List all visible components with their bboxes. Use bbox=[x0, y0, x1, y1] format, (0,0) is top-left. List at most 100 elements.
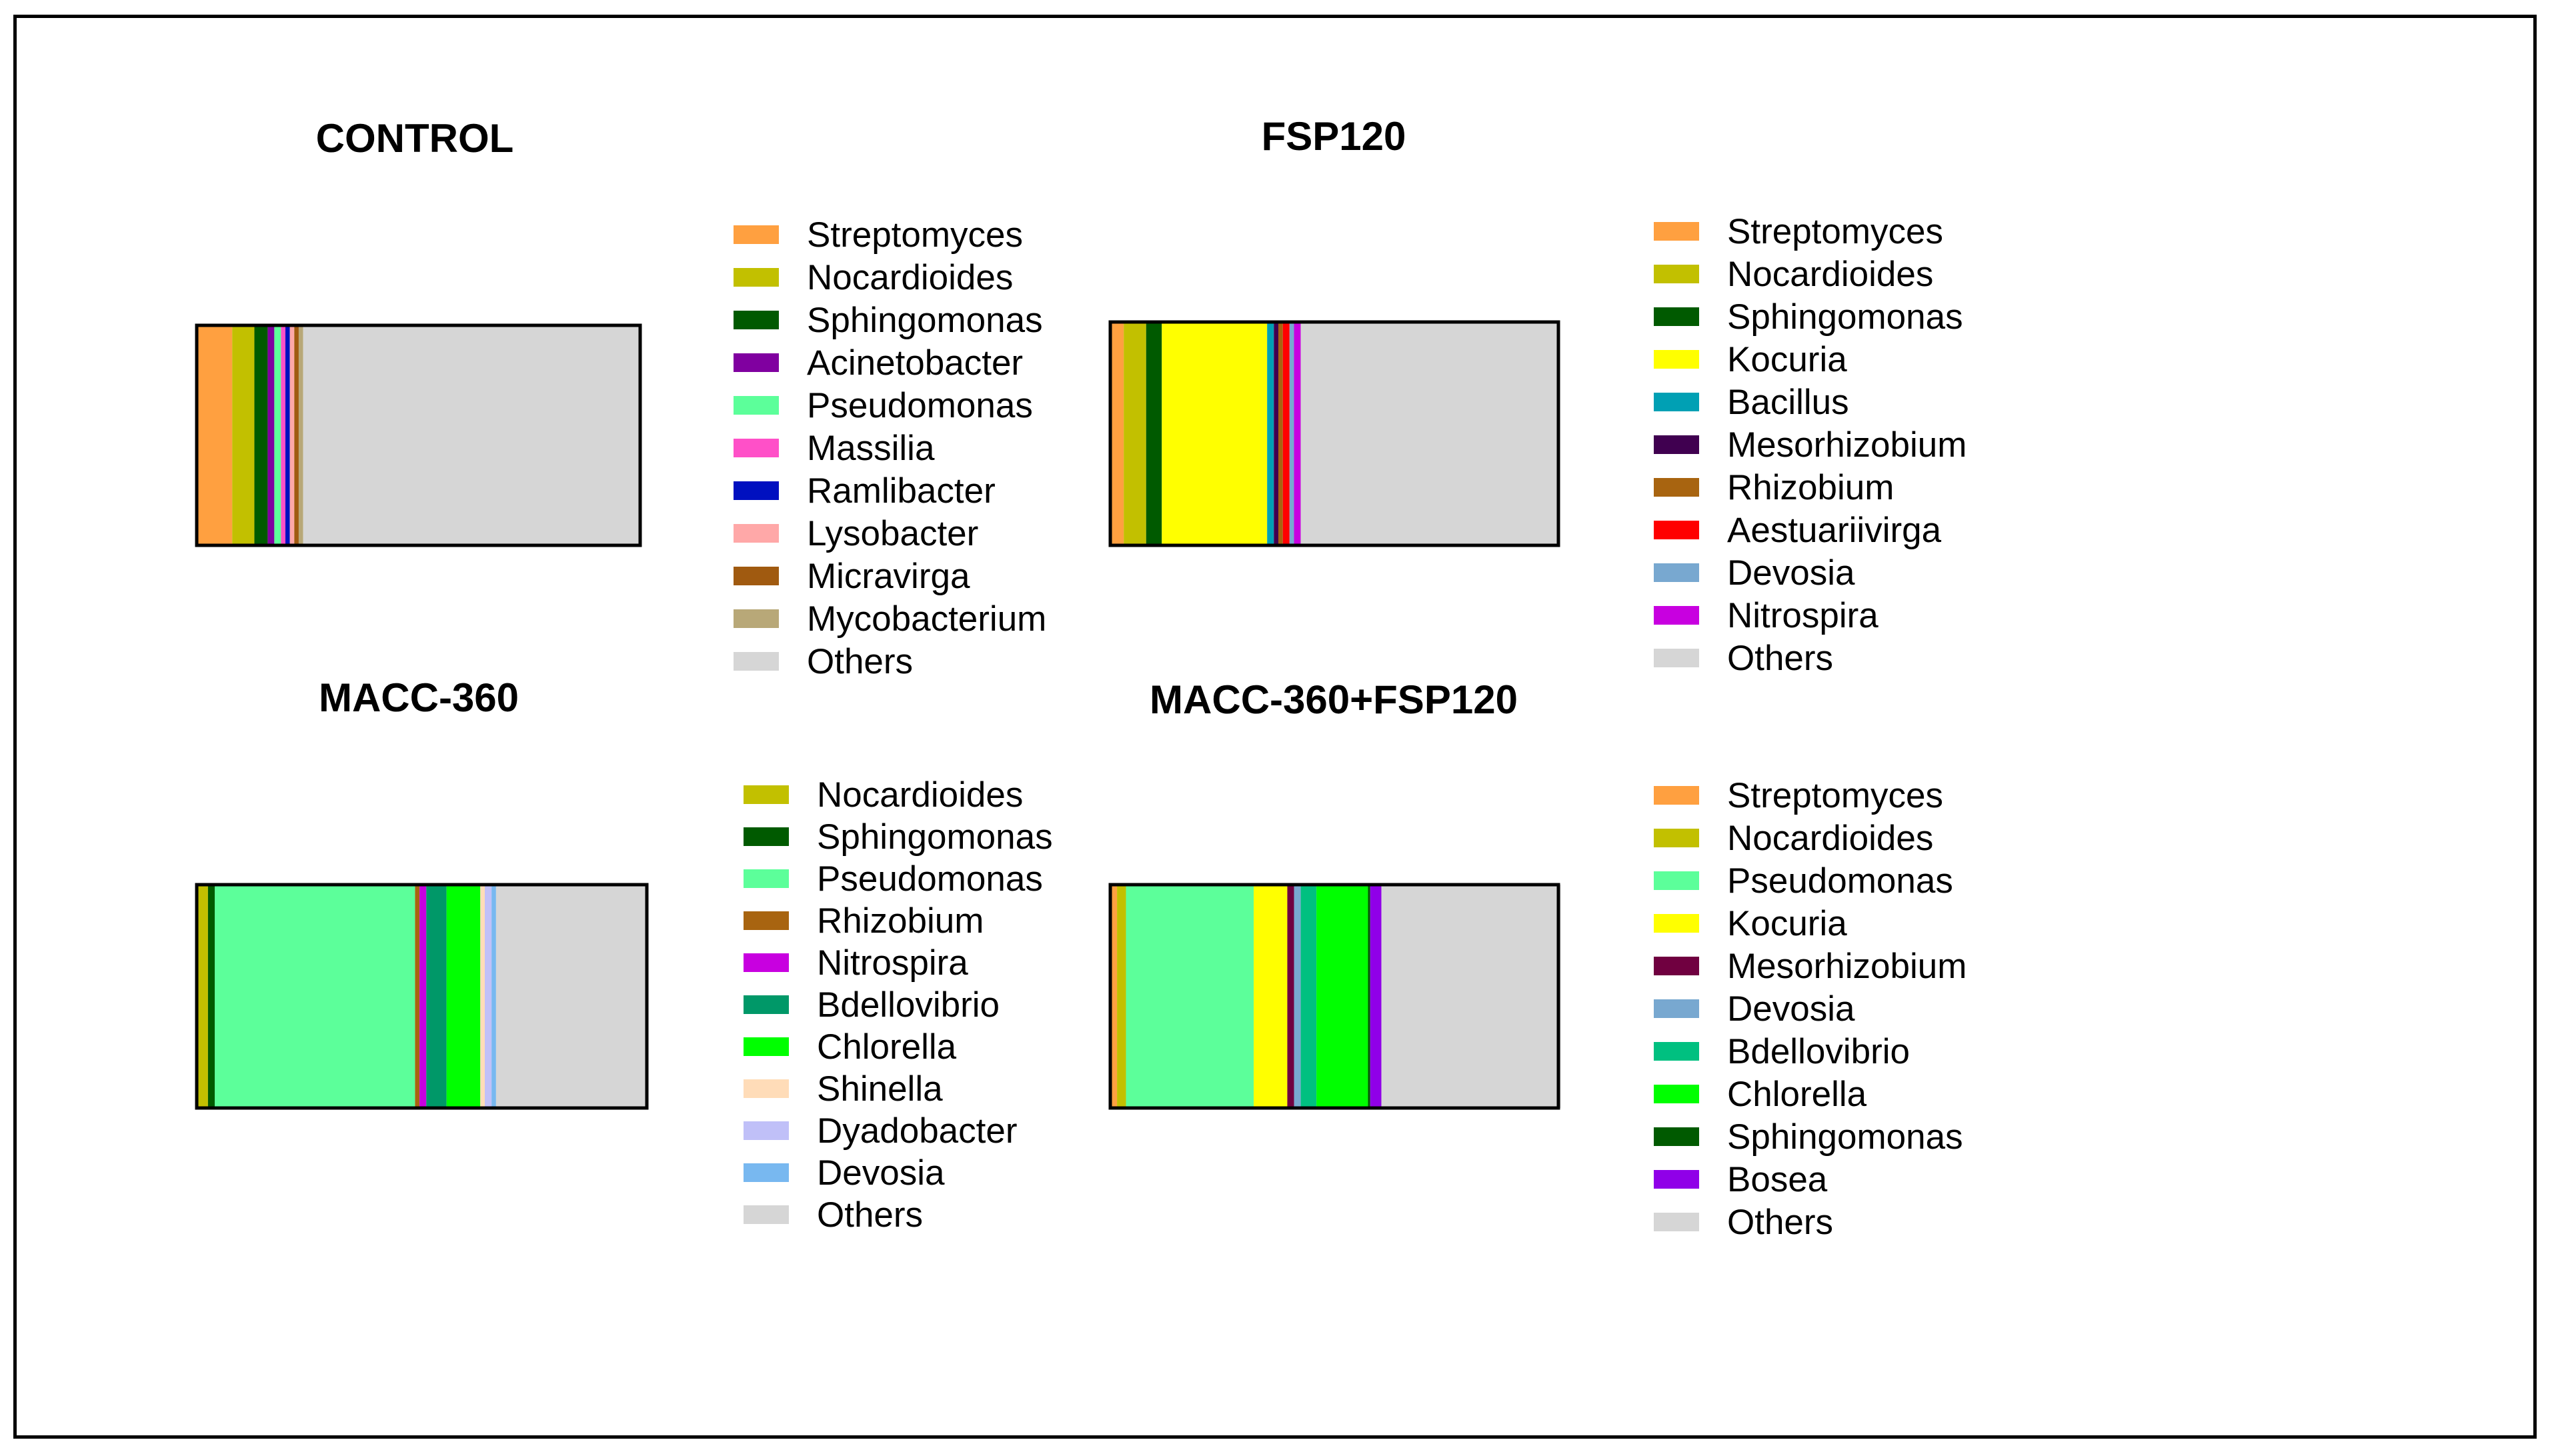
legend-label-macc-360-nitrospira: Nitrospira bbox=[817, 943, 968, 983]
legend-swatch-fsp120-mesorhizobium bbox=[1654, 435, 1699, 454]
legend-swatch-control-sphingomonas bbox=[734, 311, 779, 329]
legend-label-macc-360-others: Others bbox=[817, 1195, 923, 1235]
bar-segment-macc-360-devosia bbox=[491, 885, 496, 1108]
legend-label-macc-360-fsp120-others: Others bbox=[1727, 1203, 1833, 1242]
legend-label-macc-360-devosia: Devosia bbox=[817, 1153, 945, 1193]
bar-segment-macc-360-fsp120-devosia bbox=[1294, 885, 1301, 1108]
legend-label-macc-360-fsp120-nocardioides: Nocardioides bbox=[1727, 819, 1933, 858]
legend-label-macc-360-chlorella: Chlorella bbox=[817, 1027, 957, 1067]
legend-label-fsp120-devosia: Devosia bbox=[1727, 553, 1855, 593]
legend-swatch-macc-360-fsp120-others bbox=[1654, 1213, 1699, 1231]
legend-swatch-fsp120-others bbox=[1654, 649, 1699, 667]
legend-swatch-fsp120-kocuria bbox=[1654, 350, 1699, 369]
legend-label-macc-360-fsp120-mesorhizobium: Mesorhizobium bbox=[1727, 947, 1967, 986]
legend-label-control-lysobacter: Lysobacter bbox=[807, 514, 978, 553]
legend-swatch-macc-360-fsp120-chlorella bbox=[1654, 1085, 1699, 1103]
legend-swatch-control-micravirga bbox=[734, 567, 779, 585]
legend-swatch-macc-360-nitrospira bbox=[744, 953, 789, 972]
legend-label-control-mycobacterium: Mycobacterium bbox=[807, 599, 1046, 639]
legend-label-fsp120-mesorhizobium: Mesorhizobium bbox=[1727, 425, 1967, 465]
bar-segment-macc-360-fsp120-kocuria bbox=[1254, 885, 1288, 1108]
legend-swatch-macc-360-fsp120-bosea bbox=[1654, 1170, 1699, 1189]
legend-label-macc-360-fsp120-sphingomonas: Sphingomonas bbox=[1727, 1117, 1963, 1157]
bar-outline-macc-360 bbox=[195, 883, 649, 1110]
bar-segment-macc-360-sphingomonas bbox=[207, 885, 215, 1108]
panel-title-fsp120: FSP120 bbox=[1262, 114, 1406, 159]
legend-swatch-control-nocardioides bbox=[734, 268, 779, 287]
legend-label-fsp120-nocardioides: Nocardioides bbox=[1727, 255, 1933, 294]
bar-segment-fsp120-aestuariivirga bbox=[1282, 322, 1290, 545]
panel-title-macc-360: MACC-360 bbox=[319, 675, 519, 720]
legend-label-control-sphingomonas: Sphingomonas bbox=[807, 301, 1043, 340]
legend-swatch-control-mycobacterium bbox=[734, 609, 779, 628]
legend-label-macc-360-bdellovibrio: Bdellovibrio bbox=[817, 985, 1000, 1025]
figure-frame bbox=[13, 15, 2537, 1439]
bar-segment-control-others bbox=[303, 325, 640, 545]
legend-swatch-macc-360-devosia bbox=[744, 1163, 789, 1182]
legend-label-control-micravirga: Micravirga bbox=[807, 557, 970, 596]
panel-title-macc-360-fsp120: MACC-360+FSP120 bbox=[1150, 677, 1518, 722]
bar-segment-fsp120-rhizobium bbox=[1278, 322, 1283, 545]
legend-swatch-control-lysobacter bbox=[734, 524, 779, 543]
bar-outline-control bbox=[195, 323, 642, 547]
legend-swatch-macc-360-dyadobacter bbox=[744, 1121, 789, 1140]
panel-macc-360-fsp120: MACC-360+FSP120 Streptomyces NocardioidesP… bbox=[1108, 677, 1967, 1242]
bar-segment-fsp120-sphingomonas bbox=[1146, 322, 1162, 545]
bar-segment-macc-360-fsp120-mesorhizobium bbox=[1287, 885, 1294, 1108]
legend-swatch-fsp120-nitrospira bbox=[1654, 606, 1699, 625]
legend-swatch-macc-360-fsp120-nocardioides bbox=[1654, 829, 1699, 847]
legend-label-fsp120-sphingomonas: Sphingomonas bbox=[1727, 297, 1963, 337]
bar-segment-control-acinetobacter bbox=[267, 325, 275, 545]
legend-label-macc-360-fsp120-kocuria: Kocuria bbox=[1727, 904, 1847, 943]
bar-segment-fsp120-devosia bbox=[1289, 322, 1294, 545]
bar-segment-macc-360-fsp120-chlorella bbox=[1316, 885, 1368, 1108]
legend-swatch-control-ramlibacter bbox=[734, 481, 779, 500]
legend-swatch-macc-360-chlorella bbox=[744, 1037, 789, 1056]
bar-segment-fsp120-kocuria bbox=[1162, 322, 1268, 545]
legend-swatch-fsp120-streptomyces bbox=[1654, 222, 1699, 241]
legend-label-macc-360-fsp120-chlorella: Chlorella bbox=[1727, 1075, 1867, 1114]
bar-segment-control-nocardioides bbox=[232, 325, 255, 545]
bar-segment-control-ramlibacter bbox=[285, 325, 290, 545]
panel-macc-360: MACC-360 NocardioidesSphingomonasPseudomo… bbox=[195, 675, 1053, 1235]
legend-label-fsp120-streptomyces: Streptomyces bbox=[1727, 212, 1943, 251]
legend-label-control-streptomyces: Streptomyces bbox=[807, 215, 1023, 255]
bar-segment-macc-360-shinella bbox=[480, 885, 485, 1108]
legend-label-macc-360-dyadobacter: Dyadobacter bbox=[817, 1111, 1018, 1151]
legend-swatch-fsp120-rhizobium bbox=[1654, 478, 1699, 497]
legend-swatch-macc-360-fsp120-devosia bbox=[1654, 999, 1699, 1018]
bar-outline-macc-360-fsp120 bbox=[1108, 883, 1560, 1110]
legend-label-macc-360-fsp120-bosea: Bosea bbox=[1727, 1160, 1828, 1199]
bar-segment-macc-360-fsp120-sphingomonas bbox=[1368, 885, 1370, 1108]
legend-label-fsp120-rhizobium: Rhizobium bbox=[1727, 468, 1894, 507]
bar-segment-macc-360-pseudomonas bbox=[215, 885, 415, 1108]
bar-segment-macc-360-fsp120-bosea bbox=[1370, 885, 1382, 1108]
bar-segment-macc-360-nocardioides bbox=[197, 885, 208, 1108]
legend-swatch-fsp120-nocardioides bbox=[1654, 265, 1699, 283]
legend-swatch-fsp120-bacillus bbox=[1654, 393, 1699, 411]
legend-label-control-massilia: Massilia bbox=[807, 429, 935, 468]
legend-label-macc-360-sphingomonas: Sphingomonas bbox=[817, 817, 1053, 857]
bar-segment-control-micravirga bbox=[294, 325, 299, 545]
legend-swatch-macc-360-bdellovibrio bbox=[744, 995, 789, 1014]
bar-segment-fsp120-mesorhizobium bbox=[1274, 322, 1278, 545]
legend-swatch-control-pseudomonas bbox=[734, 396, 779, 415]
legend-label-macc-360-fsp120-pseudomonas: Pseudomonas bbox=[1727, 861, 1953, 901]
legend-label-fsp120-aestuariivirga: Aestuariivirga bbox=[1727, 511, 1942, 550]
legend-label-fsp120-bacillus: Bacillus bbox=[1727, 383, 1849, 422]
bar-segment-macc-360-dyadobacter bbox=[485, 885, 492, 1108]
legend-label-control-pseudomonas: Pseudomonas bbox=[807, 386, 1033, 425]
legend-label-macc-360-pseudomonas: Pseudomonas bbox=[817, 859, 1043, 899]
legend-swatch-macc-360-fsp120-pseudomonas bbox=[1654, 871, 1699, 890]
bar-segment-control-pseudomonas bbox=[274, 325, 281, 545]
bar-segment-macc-360-nitrospira bbox=[419, 885, 427, 1108]
bar-segment-fsp120-others bbox=[1300, 322, 1558, 545]
bar-segment-fsp120-nitrospira bbox=[1294, 322, 1301, 545]
legend-label-fsp120-others: Others bbox=[1727, 639, 1833, 678]
legend-label-macc-360-nocardioides: Nocardioides bbox=[817, 775, 1023, 815]
bar-segment-macc-360-fsp120-nocardioides bbox=[1117, 885, 1126, 1108]
legend-label-macc-360-shinella: Shinella bbox=[817, 1069, 943, 1109]
legend-label-control-ramlibacter: Ramlibacter bbox=[807, 471, 996, 511]
